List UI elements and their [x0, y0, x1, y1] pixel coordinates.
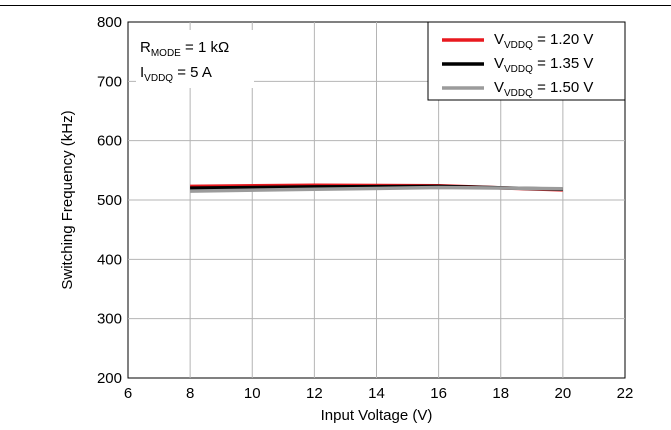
x-tick-label: 16 [430, 385, 447, 402]
legend-label-3: VVDDQ = 1.50 V [494, 79, 593, 99]
x-tick-label: 10 [244, 385, 261, 402]
x-tick-label: 6 [124, 385, 132, 402]
x-tick-label: 18 [492, 385, 509, 402]
annotation-rmode-tail: = 1 kΩ [181, 39, 229, 56]
legend-label-tail: = 1.35 V [533, 55, 593, 72]
legend-label-main: V [494, 79, 504, 96]
x-tick-label: 20 [555, 385, 572, 402]
legend-label-sub: VDDQ [504, 88, 533, 99]
annotation-rmode-main: R [140, 39, 151, 56]
y-tick-label: 200 [97, 370, 122, 387]
y-tick-label: 800 [97, 14, 122, 31]
y-tick-label: 400 [97, 251, 122, 268]
annotation-ivddq-sub: VDDQ [144, 73, 173, 84]
annotation-rmode-sub: MODE [151, 48, 181, 59]
y-tick-label: 600 [97, 133, 122, 150]
annotation-background [136, 30, 254, 88]
conditions-annotation: RMODE = 1 kΩ IVDDQ = 5 A [136, 30, 254, 88]
legend-label-tail: = 1.20 V [533, 31, 593, 48]
annotation-ivddq-tail: = 5 A [173, 64, 212, 81]
legend-label-main: V [494, 31, 504, 48]
x-tick-label: 8 [186, 385, 194, 402]
series-lines [190, 183, 563, 193]
legend-label-2: VVDDQ = 1.35 V [494, 55, 593, 75]
y-tick-label: 700 [97, 73, 122, 90]
x-tick-label: 14 [368, 385, 385, 402]
x-tick-label: 12 [306, 385, 323, 402]
tick-labels: 6 8 10 12 14 16 18 20 22 200 300 400 500 600 700 800 [97, 14, 633, 402]
y-tick-label: 500 [97, 192, 122, 209]
annotation-ivddq: IVDDQ = 5 A [140, 64, 212, 84]
x-tick-label: 22 [617, 385, 634, 402]
x-axis-label: Input Voltage (V) [321, 407, 433, 424]
annotation-ivddq-main: I [140, 64, 144, 81]
y-axis-label: Switching Frequency (kHz) [59, 110, 76, 289]
legend-label-tail: = 1.50 V [533, 79, 593, 96]
y-tick-label: 300 [97, 311, 122, 328]
legend-label-sub: VDDQ [504, 64, 533, 75]
series-line-3 [190, 185, 563, 193]
legend-label-1: VVDDQ = 1.20 V [494, 31, 593, 51]
annotation-rmode: RMODE = 1 kΩ [140, 39, 229, 59]
legend-label-main: V [494, 55, 504, 72]
legend-label-sub: VDDQ [504, 40, 533, 51]
top-rule [0, 5, 671, 6]
